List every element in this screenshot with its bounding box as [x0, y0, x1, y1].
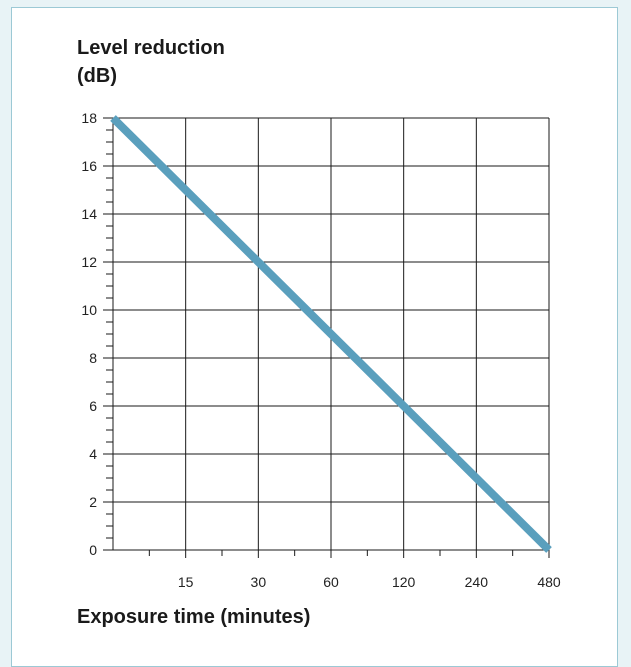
y-tick-label: 8	[89, 350, 97, 366]
x-tick-label: 480	[537, 574, 561, 590]
y-tick-label: 4	[89, 446, 97, 462]
x-tick-label: 60	[323, 574, 339, 590]
y-tick-labels: 0 2 4 6 8 10 12 14 16 18	[81, 110, 97, 558]
y-axis-label-line-2: (dB)	[77, 65, 117, 87]
y-tick-label: 12	[81, 254, 97, 270]
x-tick-label: 120	[392, 574, 416, 590]
y-tick-label: 10	[81, 302, 97, 318]
level-reduction-chart: 0 2 4 6 8 10 12 14 16 18 15 30 60 120 240 480	[81, 110, 561, 590]
x-tick-label: 30	[251, 574, 267, 590]
x-tick-label: 15	[178, 574, 194, 590]
y-tick-label: 18	[81, 110, 97, 126]
series-line-0	[110, 115, 552, 553]
y-tick-label: 16	[81, 158, 97, 174]
y-tick-label: 14	[81, 206, 97, 222]
x-tick-label: 240	[465, 574, 489, 590]
y-axis-label-line-1: Level reduction	[77, 37, 225, 59]
y-tick-label: 0	[89, 542, 97, 558]
chart-frame	[11, 7, 618, 667]
x-axis-label: Exposure time (minutes)	[77, 606, 311, 628]
y-axis-label: Level reduction (dB)	[77, 34, 225, 90]
minor-ticks	[103, 117, 550, 558]
y-tick-label: 6	[89, 398, 97, 414]
series	[110, 115, 552, 553]
y-tick-label: 2	[89, 494, 97, 510]
x-tick-labels: 15 30 60 120 240 480	[178, 574, 561, 590]
